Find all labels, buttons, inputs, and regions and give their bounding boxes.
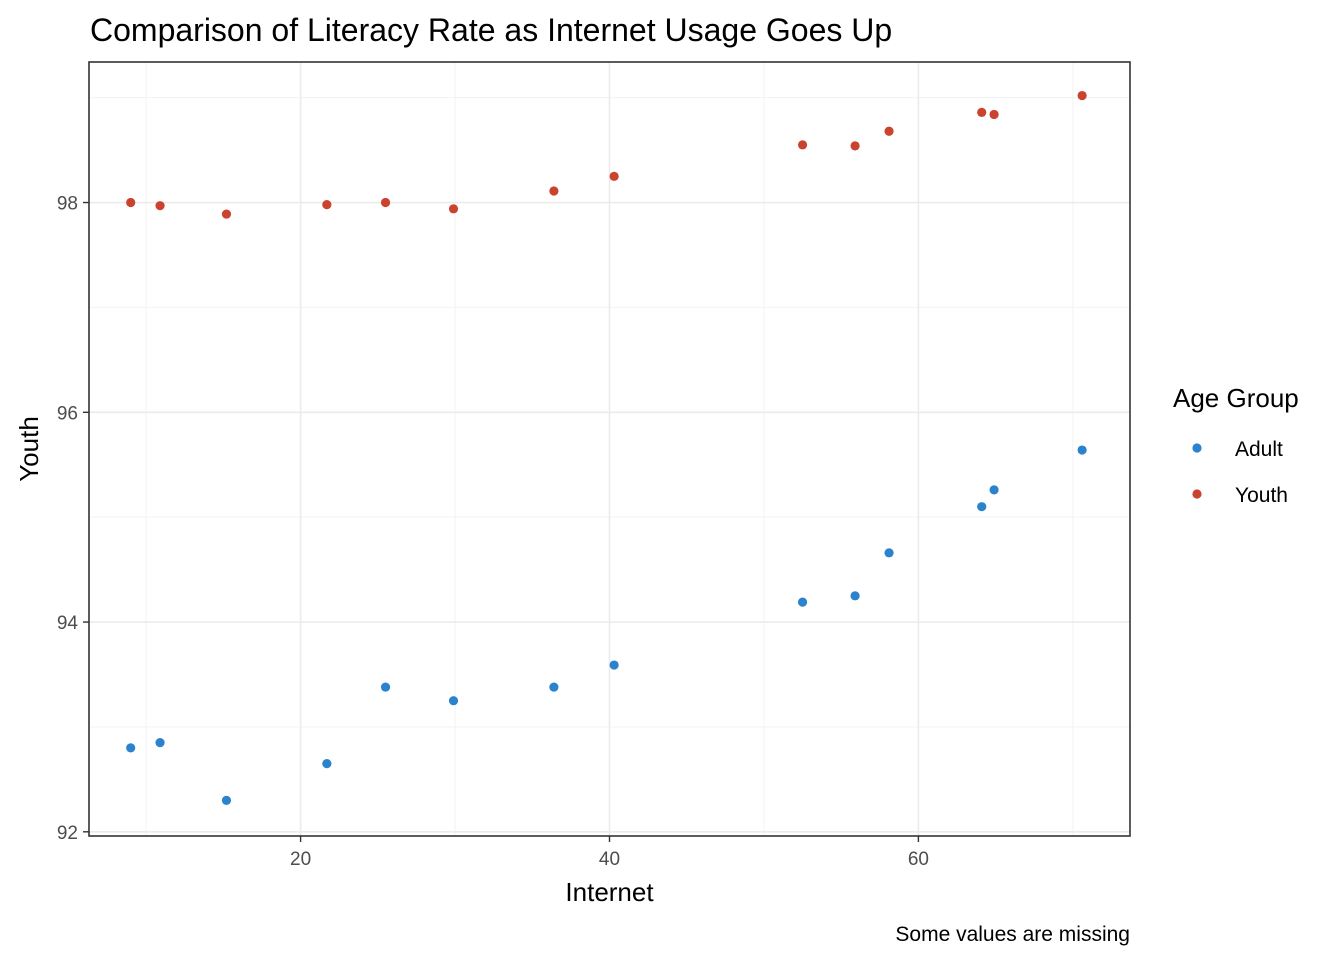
- x-axis-title: Internet: [565, 877, 654, 907]
- y-tick-label: 98: [57, 194, 78, 215]
- data-point-adult: [221, 795, 232, 805]
- y-tick-label: 92: [57, 823, 78, 844]
- data-point-adult: [884, 548, 894, 558]
- data-point-youth: [448, 204, 459, 214]
- data-point-adult: [155, 738, 165, 748]
- data-point-adult: [1077, 445, 1087, 455]
- data-point-youth: [609, 171, 619, 181]
- data-point-adult: [850, 591, 860, 601]
- legend: Age Group Adult Youth: [1173, 383, 1299, 507]
- data-point-adult: [126, 743, 136, 753]
- data-point-youth: [549, 186, 559, 196]
- data-point-youth: [989, 109, 999, 120]
- data-point-youth: [1077, 90, 1087, 101]
- series-youth: [126, 90, 1087, 219]
- data-points: [126, 90, 1087, 805]
- y-axis: 92 94 96 98: [57, 194, 89, 844]
- x-tick-label: 60: [908, 849, 929, 870]
- data-point-adult: [380, 682, 391, 692]
- data-point-youth: [155, 201, 165, 211]
- data-point-youth: [322, 200, 332, 210]
- x-axis: 20 40 60: [290, 836, 929, 870]
- y-tick-label: 94: [57, 613, 79, 634]
- chart-caption: Some values are missing: [895, 923, 1130, 946]
- data-point-adult: [448, 696, 459, 706]
- chart-title: Comparison of Literacy Rate as Internet …: [90, 12, 892, 48]
- data-point-youth: [221, 209, 232, 219]
- series-adult: [126, 445, 1087, 805]
- data-point-youth: [850, 141, 860, 151]
- data-point-adult: [549, 682, 559, 692]
- y-tick-label: 96: [57, 403, 78, 424]
- data-point-adult: [797, 597, 808, 607]
- legend-label-adult: Adult: [1235, 438, 1283, 461]
- data-point-youth: [380, 197, 391, 208]
- data-point-adult: [609, 660, 619, 670]
- x-tick-label: 40: [599, 849, 620, 870]
- y-axis-title: Youth: [14, 416, 44, 482]
- major-gridlines: [89, 62, 1130, 836]
- data-point-youth: [884, 126, 894, 136]
- data-point-youth: [126, 197, 136, 208]
- legend-key-youth: [1192, 489, 1202, 499]
- data-point-youth: [977, 107, 987, 117]
- legend-title: Age Group: [1173, 383, 1299, 413]
- data-point-adult: [989, 485, 999, 495]
- data-point-adult: [977, 502, 987, 512]
- data-point-adult: [322, 759, 332, 769]
- legend-key-adult: [1192, 443, 1202, 453]
- x-tick-label: 20: [290, 849, 311, 870]
- data-point-youth: [797, 140, 808, 150]
- legend-items: Adult Youth: [1192, 438, 1288, 507]
- legend-label-youth: Youth: [1235, 484, 1288, 507]
